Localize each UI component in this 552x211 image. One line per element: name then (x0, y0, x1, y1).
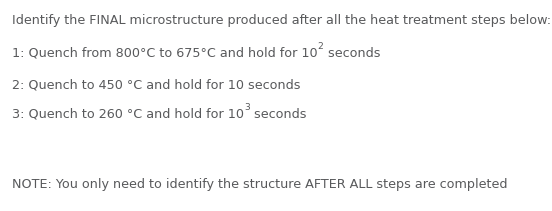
Text: Identify the FINAL microstructure produced after all the heat treatment steps be: Identify the FINAL microstructure produc… (12, 14, 551, 27)
Text: 3: Quench to 260 °C and hold for 10: 3: Quench to 260 °C and hold for 10 (12, 108, 244, 121)
Text: 2: Quench to 450 °C and hold for 10 seconds: 2: Quench to 450 °C and hold for 10 seco… (12, 78, 300, 91)
Text: seconds: seconds (323, 47, 380, 60)
Text: 3: 3 (244, 103, 250, 112)
Text: 2: 2 (317, 42, 323, 51)
Text: 1: Quench from 800°C to 675°C and hold for 10: 1: Quench from 800°C to 675°C and hold f… (12, 47, 317, 60)
Text: NOTE: You only need to identify the structure AFTER ALL steps are completed: NOTE: You only need to identify the stru… (12, 178, 507, 191)
Text: seconds: seconds (250, 108, 306, 121)
